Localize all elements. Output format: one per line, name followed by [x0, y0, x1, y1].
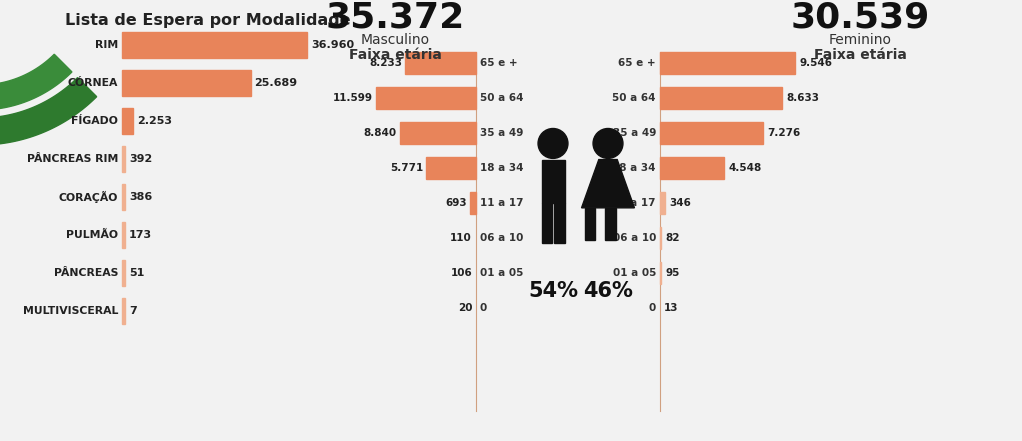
Text: 95: 95: [665, 268, 680, 278]
Text: Feminino: Feminino: [829, 33, 891, 47]
Polygon shape: [0, 69, 97, 145]
Text: 25.689: 25.689: [254, 78, 297, 88]
Text: 06 a 10: 06 a 10: [612, 233, 656, 243]
Text: 8.633: 8.633: [786, 93, 819, 103]
Bar: [660, 87, 782, 109]
Bar: [585, 208, 595, 240]
Text: CORAÇÃO: CORAÇÃO: [58, 191, 118, 203]
Text: 82: 82: [665, 233, 680, 243]
Text: 50 a 64: 50 a 64: [612, 93, 656, 103]
Bar: [660, 157, 725, 179]
Text: 36.960: 36.960: [311, 40, 355, 50]
Text: 11.599: 11.599: [333, 93, 373, 103]
Text: CÓRNEA: CÓRNEA: [67, 78, 118, 88]
Text: 5.771: 5.771: [390, 163, 423, 173]
Text: 35 a 49: 35 a 49: [480, 128, 523, 138]
Bar: [122, 222, 125, 248]
Text: 0: 0: [649, 303, 656, 313]
Bar: [542, 160, 564, 203]
Text: 01 a 05: 01 a 05: [480, 268, 523, 278]
Bar: [470, 192, 476, 214]
Text: 35 a 49: 35 a 49: [612, 128, 656, 138]
Text: 392: 392: [129, 154, 152, 164]
Text: 01 a 05: 01 a 05: [612, 268, 656, 278]
Text: 06 a 10: 06 a 10: [480, 233, 523, 243]
Circle shape: [593, 128, 623, 158]
Text: 11 a 17: 11 a 17: [480, 198, 523, 208]
Text: 13: 13: [664, 303, 679, 313]
Text: 8.840: 8.840: [364, 128, 397, 138]
Text: Faixa etária: Faixa etária: [814, 48, 907, 62]
Bar: [122, 32, 307, 58]
Bar: [122, 70, 250, 96]
Bar: [660, 227, 661, 249]
Text: 106: 106: [451, 268, 472, 278]
Bar: [122, 298, 125, 324]
Text: PULMÃO: PULMÃO: [66, 230, 118, 240]
Bar: [426, 157, 476, 179]
Bar: [554, 203, 564, 243]
Text: 9.546: 9.546: [799, 58, 832, 68]
Text: 110: 110: [451, 233, 472, 243]
Text: 50 a 64: 50 a 64: [480, 93, 523, 103]
Bar: [542, 203, 552, 243]
Text: 65 e +: 65 e +: [618, 58, 656, 68]
Text: 346: 346: [668, 198, 691, 208]
Text: 7.276: 7.276: [766, 128, 800, 138]
Text: 20: 20: [458, 303, 473, 313]
Bar: [400, 122, 476, 144]
Text: 11 a 17: 11 a 17: [612, 198, 656, 208]
Text: Masculino: Masculino: [361, 33, 429, 47]
Text: 18 a 34: 18 a 34: [612, 163, 656, 173]
Bar: [122, 108, 133, 134]
Bar: [605, 208, 615, 240]
Bar: [122, 146, 125, 172]
Bar: [660, 122, 762, 144]
Text: 54%: 54%: [528, 281, 578, 301]
Text: RIM: RIM: [95, 40, 118, 50]
Text: FÍGADO: FÍGADO: [72, 116, 118, 126]
Text: MULTIVISCERAL: MULTIVISCERAL: [22, 306, 118, 316]
Text: PÂNCREAS: PÂNCREAS: [53, 268, 118, 278]
Bar: [405, 52, 476, 74]
Polygon shape: [0, 48, 72, 110]
Text: 35.372: 35.372: [325, 0, 465, 34]
Text: 30.539: 30.539: [790, 0, 930, 34]
Text: 173: 173: [129, 230, 152, 240]
Bar: [376, 87, 476, 109]
Bar: [660, 52, 795, 74]
Text: Faixa etária: Faixa etária: [349, 48, 442, 62]
Bar: [660, 262, 661, 284]
Text: 46%: 46%: [584, 281, 633, 301]
Polygon shape: [582, 160, 635, 208]
Text: 0: 0: [480, 303, 487, 313]
Text: Lista de Espera por Modalidade: Lista de Espera por Modalidade: [65, 13, 351, 28]
Text: 386: 386: [129, 192, 152, 202]
Bar: [660, 192, 665, 214]
Text: 4.548: 4.548: [729, 163, 761, 173]
Bar: [122, 260, 125, 286]
Circle shape: [538, 128, 568, 158]
Text: 51: 51: [129, 268, 144, 278]
Text: 7: 7: [129, 306, 137, 316]
Text: 18 a 34: 18 a 34: [480, 163, 523, 173]
Text: PÂNCREAS RIM: PÂNCREAS RIM: [27, 154, 118, 164]
Bar: [122, 184, 125, 210]
Text: 2.253: 2.253: [137, 116, 173, 126]
Text: 65 e +: 65 e +: [480, 58, 517, 68]
Text: 693: 693: [446, 198, 467, 208]
Text: 8.233: 8.233: [369, 58, 402, 68]
